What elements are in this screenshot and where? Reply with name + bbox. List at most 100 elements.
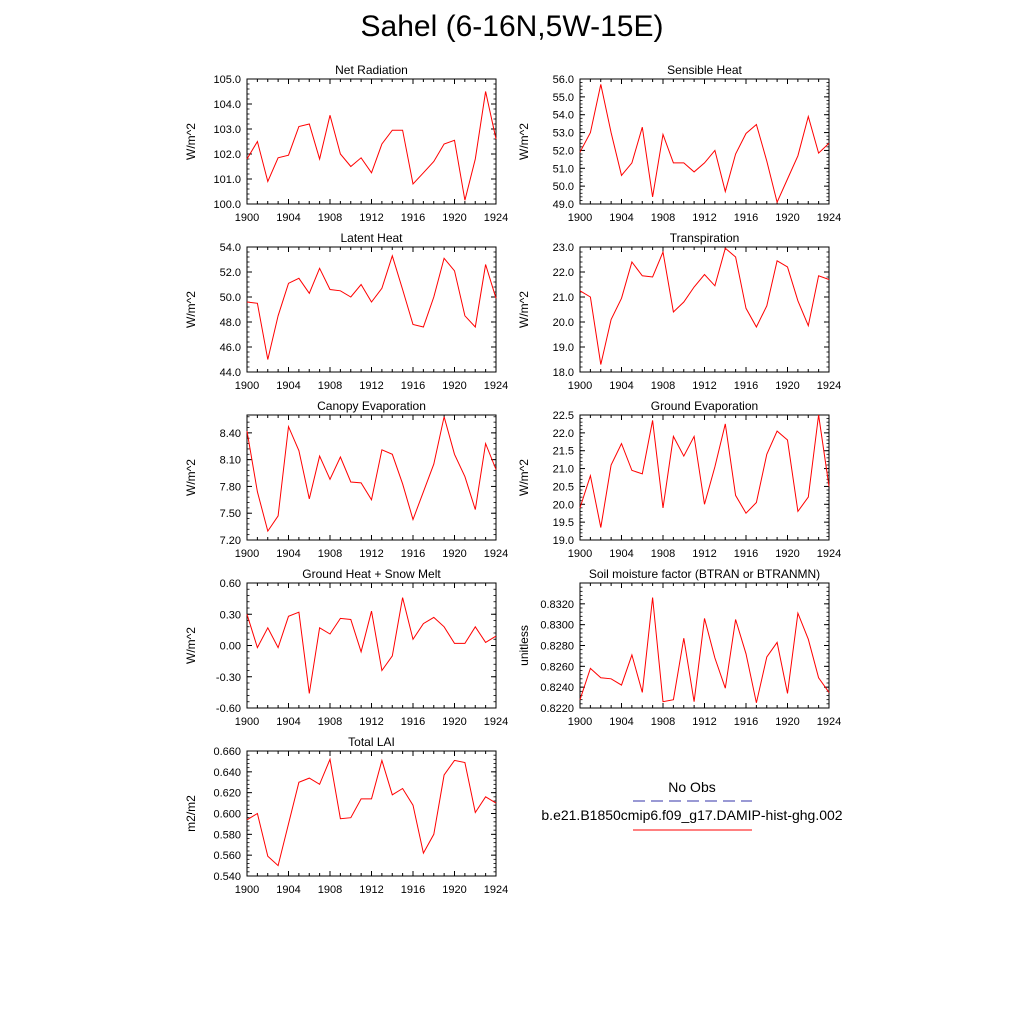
y-tick-label: 104.0	[213, 99, 241, 111]
y-tick-label: 22.0	[553, 267, 574, 279]
panel-6: Ground Heat + Snow Melt W/m^2 1900 1904 1908…	[184, 567, 508, 728]
panel-title: Sensible Heat	[667, 63, 742, 77]
y-tick-label: 0.8320	[540, 599, 574, 611]
x-tick-label: 1916	[401, 884, 425, 896]
y-tick-label: 7.50	[220, 508, 241, 520]
series-line	[246, 416, 497, 533]
panel-title: Latent Heat	[340, 231, 403, 245]
x-tick-label: 1924	[817, 212, 841, 224]
y-tick-label: 20.0	[553, 317, 574, 329]
x-tick-label: 1924	[484, 548, 508, 560]
y-tick-label: 20.5	[553, 481, 574, 493]
x-tick-label: 1916	[734, 380, 758, 392]
x-tick-label: 1912	[692, 716, 716, 728]
x-tick-label: 1920	[442, 548, 466, 560]
panel-title: Transpiration	[670, 231, 740, 245]
x-tick-label: 1908	[651, 380, 675, 392]
x-tick-label: 1904	[609, 548, 633, 560]
panel-title: Ground Evaporation	[651, 399, 758, 413]
x-tick-label: 1916	[401, 212, 425, 224]
y-tick-label: 0.8300	[540, 620, 574, 632]
y-axis-label: m2/m2	[184, 795, 198, 832]
y-tick-label: 8.10	[220, 455, 241, 467]
y-tick-label: 0.8220	[540, 703, 574, 715]
y-tick-label: 19.0	[553, 342, 574, 354]
x-tick-label: 1920	[775, 716, 799, 728]
y-axis-label: W/m^2	[184, 459, 198, 496]
x-tick-label: 1904	[276, 884, 300, 896]
panel-4: Canopy Evaporation W/m^2 1900 1904 1908 1912 1…	[184, 399, 508, 560]
y-tick-label: 0.8260	[540, 661, 574, 673]
x-tick-label: 1908	[318, 212, 342, 224]
x-tick-label: 1916	[734, 716, 758, 728]
x-tick-label: 1916	[734, 212, 758, 224]
x-tick-label: 1904	[609, 380, 633, 392]
legend: No Obs b.e21.B1850cmip6.f09_g17.DAMIP-hi…	[541, 779, 843, 831]
series-line	[579, 247, 830, 365]
y-tick-label: 54.0	[553, 110, 574, 122]
panel-5: Ground Evaporation W/m^2 1900 1904 1908 1912 1…	[517, 399, 841, 560]
x-tick-label: 1912	[359, 212, 383, 224]
legend-obs-label: No Obs	[668, 779, 715, 795]
x-tick-label: 1900	[568, 548, 592, 560]
y-tick-label: 103.0	[213, 124, 241, 136]
y-tick-label: 0.600	[213, 809, 241, 821]
y-axis-label: W/m^2	[184, 627, 198, 664]
x-tick-label: 1916	[401, 380, 425, 392]
y-tick-label: 52.0	[220, 267, 241, 279]
series-line	[246, 254, 497, 360]
series-line	[579, 84, 830, 204]
y-axis-label: W/m^2	[517, 459, 531, 496]
x-tick-label: 1924	[817, 716, 841, 728]
plot-frame	[579, 414, 830, 541]
y-tick-label: 56.0	[553, 74, 574, 86]
x-tick-label: 1924	[484, 716, 508, 728]
x-tick-label: 1908	[318, 884, 342, 896]
x-tick-label: 1900	[568, 716, 592, 728]
panel-1: Sensible Heat W/m^2 1900 1904 1908 1912 1916 19…	[517, 63, 841, 224]
y-tick-label: 53.0	[553, 128, 574, 140]
y-tick-label: 7.80	[220, 481, 241, 493]
x-tick-label: 1912	[359, 380, 383, 392]
x-tick-label: 1920	[442, 716, 466, 728]
y-tick-label: 0.620	[213, 788, 241, 800]
y-axis-label: W/m^2	[184, 123, 198, 160]
x-tick-label: 1900	[568, 212, 592, 224]
x-tick-label: 1908	[318, 380, 342, 392]
x-tick-label: 1920	[775, 212, 799, 224]
x-tick-label: 1916	[401, 548, 425, 560]
y-tick-label: 8.40	[220, 428, 241, 440]
panel-7: Soil moisture factor (BTRAN or BTRANMN) u…	[517, 567, 841, 728]
y-tick-label: 7.20	[220, 535, 241, 547]
legend-model-label: b.e21.B1850cmip6.f09_g17.DAMIP-hist-ghg.…	[541, 807, 842, 823]
y-tick-label: 0.660	[213, 746, 241, 758]
y-tick-label: -0.60	[216, 703, 241, 715]
x-tick-label: 1924	[817, 380, 841, 392]
x-tick-label: 1924	[484, 380, 508, 392]
y-tick-label: 23.0	[553, 242, 574, 254]
y-tick-label: 51.0	[553, 163, 574, 175]
y-tick-label: 22.0	[553, 428, 574, 440]
x-tick-label: 1904	[276, 380, 300, 392]
y-tick-label: 0.00	[220, 641, 241, 653]
x-tick-label: 1924	[484, 884, 508, 896]
x-tick-label: 1900	[235, 380, 259, 392]
y-tick-label: 49.0	[553, 199, 574, 211]
y-tick-label: 50.0	[553, 181, 574, 193]
y-tick-label: 22.5	[553, 410, 574, 422]
x-tick-label: 1920	[442, 884, 466, 896]
y-tick-label: 19.5	[553, 517, 574, 529]
x-tick-label: 1912	[692, 380, 716, 392]
x-tick-label: 1904	[276, 716, 300, 728]
x-tick-label: 1900	[235, 212, 259, 224]
y-tick-label: 18.0	[553, 367, 574, 379]
plot-frame	[579, 78, 830, 205]
series-line	[579, 597, 830, 703]
x-tick-label: 1920	[442, 380, 466, 392]
plot-frame	[579, 582, 830, 709]
x-tick-label: 1908	[651, 716, 675, 728]
y-tick-label: 0.30	[220, 609, 241, 621]
x-tick-label: 1924	[817, 548, 841, 560]
x-tick-label: 1920	[775, 380, 799, 392]
